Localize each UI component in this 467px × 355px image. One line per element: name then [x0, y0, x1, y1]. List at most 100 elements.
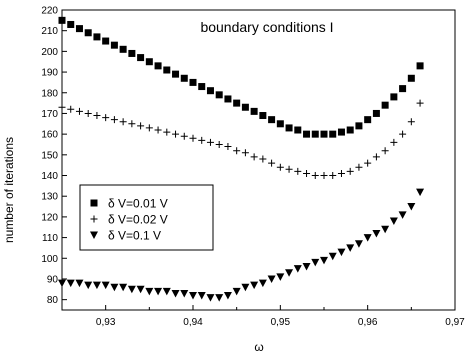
- data-point: [128, 49, 136, 57]
- data-point: [127, 285, 136, 294]
- data-point: [364, 116, 372, 124]
- data-point: [206, 87, 214, 95]
- series-2: [58, 99, 424, 180]
- data-point: [268, 116, 276, 124]
- y-tick-label: 190: [41, 68, 58, 79]
- data-point: [189, 78, 197, 86]
- data-point: [162, 287, 171, 296]
- y-tick-label: 160: [41, 130, 58, 141]
- data-point: [389, 217, 398, 226]
- data-point: [250, 153, 258, 161]
- x-tick-labels: 0,93 0,94 0,95 0,96 0,97: [96, 317, 465, 328]
- data-point: [241, 103, 249, 111]
- data-point: [110, 41, 118, 49]
- legend-marker: [90, 199, 98, 207]
- data-point: [137, 54, 145, 62]
- data-point: [259, 155, 267, 163]
- data-point: [311, 130, 319, 138]
- data-point: [337, 169, 345, 177]
- data-point: [311, 258, 320, 267]
- data-point: [215, 294, 224, 302]
- y-tick-label: 200: [41, 47, 58, 58]
- data-point: [293, 265, 302, 273]
- data-point: [136, 285, 145, 294]
- data-point: [67, 105, 75, 113]
- data-point: [241, 283, 250, 292]
- data-point: [84, 109, 92, 117]
- data-point: [180, 132, 188, 140]
- data-point: [145, 124, 153, 132]
- data-point: [84, 29, 92, 37]
- y-tick-label: 140: [41, 171, 58, 182]
- data-point: [198, 136, 206, 144]
- data-point: [363, 234, 372, 242]
- data-point: [346, 126, 354, 134]
- y-tick-label: 170: [41, 109, 58, 120]
- data-point: [337, 128, 345, 136]
- data-point: [241, 149, 249, 157]
- data-point: [84, 281, 93, 290]
- data-point: [206, 294, 215, 302]
- data-point: [163, 128, 171, 136]
- data-point: [206, 138, 214, 146]
- data-point: [267, 275, 276, 283]
- data-point: [66, 279, 75, 288]
- data-point: [233, 147, 241, 155]
- data-point: [110, 283, 119, 292]
- data-point: [294, 126, 302, 134]
- data-point: [399, 130, 407, 138]
- data-point: [268, 159, 276, 167]
- data-point: [233, 99, 241, 107]
- data-point: [163, 66, 171, 74]
- data-point: [92, 281, 101, 290]
- data-point: [145, 58, 153, 66]
- data-point: [302, 263, 311, 271]
- y-tick-label: 110: [42, 233, 58, 244]
- axis-ticks: [62, 9, 456, 310]
- y-tick-label: 80: [47, 295, 59, 306]
- data-point: [320, 256, 328, 265]
- data-point: [372, 153, 380, 161]
- legend-label: δ V=0.1 V: [108, 229, 161, 243]
- data-point: [390, 93, 398, 101]
- data-point: [223, 292, 232, 300]
- data-point: [259, 112, 267, 120]
- series-3: [58, 188, 425, 302]
- legend-marker: [90, 215, 98, 223]
- data-point: [154, 287, 163, 296]
- legend-label: δ V=0.02 V: [108, 213, 168, 227]
- data-point: [189, 134, 197, 142]
- x-axis-label: ω: [254, 340, 263, 354]
- data-point: [381, 225, 390, 234]
- data-point: [93, 33, 101, 41]
- data-point: [75, 279, 84, 288]
- legend-item: δ V=0.1 V: [90, 229, 161, 243]
- data-point: [197, 292, 206, 300]
- x-tick-label: 0,97: [445, 317, 465, 328]
- legend-item: δ V=0.02 V: [90, 213, 168, 227]
- x-tick-label: 0,96: [358, 317, 378, 328]
- data-point: [128, 120, 136, 128]
- data-point: [119, 118, 127, 126]
- data-point: [180, 74, 188, 82]
- data-point: [381, 147, 389, 155]
- data-point: [346, 167, 354, 175]
- data-point: [337, 248, 346, 257]
- data-point: [119, 45, 127, 53]
- y-tick-label: 100: [41, 254, 58, 265]
- data-point: [171, 289, 180, 298]
- plot-frame: [61, 9, 456, 311]
- data-point: [276, 163, 284, 171]
- data-point: [372, 109, 380, 117]
- legend-label: δ V=0.01 V: [108, 197, 168, 211]
- data-point: [224, 95, 232, 103]
- data-point: [355, 122, 363, 130]
- data-point: [198, 83, 206, 91]
- y-tick-label: 130: [41, 192, 58, 203]
- data-point: [75, 107, 83, 115]
- data-point: [390, 138, 398, 146]
- legend: δ V=0.01 V δ V=0.02 V δ V=0.1 V: [79, 184, 214, 251]
- data-point: [224, 143, 232, 151]
- data-point: [215, 91, 223, 99]
